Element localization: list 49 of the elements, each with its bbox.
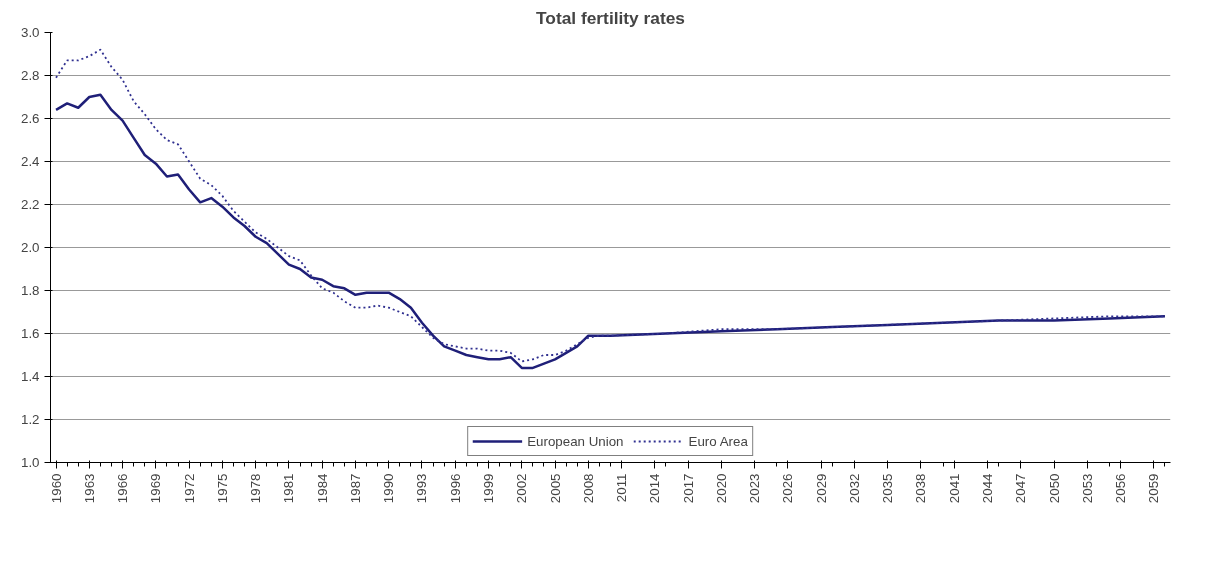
x-tick-label: 1975 bbox=[214, 473, 230, 504]
x-tick-label: 2011 bbox=[614, 473, 630, 503]
chart-title: Total fertility rates bbox=[536, 7, 685, 28]
x-tick-label: 1981 bbox=[281, 473, 297, 504]
line-series bbox=[55, 48, 1166, 363]
x-tick-label: 2053 bbox=[1079, 473, 1095, 504]
x-tick-label: 1987 bbox=[347, 473, 363, 504]
y-tick-label: 3.0 bbox=[20, 25, 40, 40]
x-tick-label: 2047 bbox=[1013, 473, 1029, 504]
x-tick-label: 1996 bbox=[447, 473, 463, 504]
x-tick-label: 1978 bbox=[248, 473, 264, 504]
x-tick-label: 1966 bbox=[115, 473, 131, 504]
x-tick-label: 1990 bbox=[381, 473, 397, 504]
y-tick-label: 2.0 bbox=[20, 240, 40, 255]
x-tick-label: 2017 bbox=[680, 473, 696, 504]
y-tick-label: 1.8 bbox=[20, 283, 40, 298]
x-tick-label: 2026 bbox=[780, 473, 796, 504]
y-tick-label: 1.2 bbox=[20, 412, 40, 427]
x-tick-label: 1960 bbox=[48, 473, 64, 504]
legend-label: Euro Area bbox=[688, 433, 748, 449]
x-tick-label: 2020 bbox=[713, 473, 729, 504]
x-tick-label: 2041 bbox=[946, 473, 962, 504]
y-tick-label: 2.4 bbox=[20, 154, 41, 169]
x-tick-label: 2044 bbox=[980, 472, 996, 504]
y-tick-label: 2.2 bbox=[20, 197, 40, 212]
x-tick-label: 2005 bbox=[547, 473, 563, 504]
x-tick-label: 2008 bbox=[580, 473, 596, 504]
x-tick-label: 1984 bbox=[314, 472, 330, 504]
x-tick-label: 1963 bbox=[81, 473, 97, 504]
x-tick-label: 2032 bbox=[846, 473, 862, 504]
x-tick-label: 2014 bbox=[647, 472, 663, 504]
y-tick-label: 1.4 bbox=[20, 369, 41, 384]
y-tick-label: 2.8 bbox=[20, 68, 40, 83]
x-tick-label: 2050 bbox=[1046, 473, 1062, 504]
x-tick-label: 2038 bbox=[913, 473, 929, 504]
x-tick-label: 1972 bbox=[181, 473, 197, 504]
x-tick-label: 1999 bbox=[481, 473, 497, 504]
x-tick-label: 2035 bbox=[880, 473, 896, 504]
x-tick-label: 1993 bbox=[414, 473, 430, 504]
x-tick-label: 1969 bbox=[148, 473, 164, 504]
x-tick-label: 2002 bbox=[514, 473, 530, 504]
legend-label: European Union bbox=[527, 433, 624, 449]
y-tick-label: 2.6 bbox=[20, 111, 40, 126]
y-tick-label: 1.6 bbox=[20, 326, 40, 341]
x-tick-label: 2056 bbox=[1113, 473, 1129, 504]
x-tick-label: 2059 bbox=[1146, 473, 1162, 504]
y-tick-label: 1.0 bbox=[20, 455, 40, 470]
x-tick-label: 2029 bbox=[813, 473, 829, 504]
x-tick-label: 2023 bbox=[747, 473, 763, 504]
